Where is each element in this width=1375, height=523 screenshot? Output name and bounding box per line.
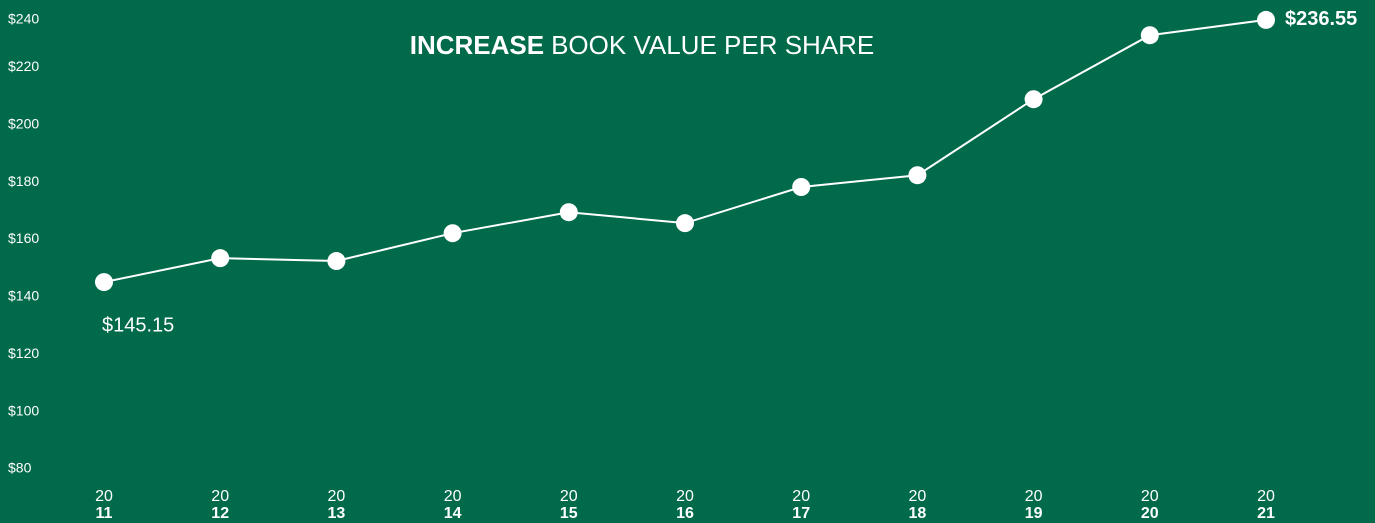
point [1024, 90, 1043, 109]
y-tick-label: $160 [8, 230, 39, 246]
value-label: $145.15 [102, 314, 174, 336]
y-tick-label: $140 [8, 288, 39, 304]
x-tick-label-top: 20 [792, 488, 810, 505]
chart-title: INCREASE BOOK VALUE PER SHARE [410, 30, 875, 60]
point [1257, 10, 1275, 29]
y-tick-label: $80 [8, 460, 32, 476]
x-tick-label-bottom: 16 [676, 505, 694, 522]
point [327, 252, 346, 271]
point [1140, 26, 1159, 45]
x-tick-label-top: 20 [1141, 488, 1159, 505]
point [908, 166, 927, 185]
x-tick-label-bottom: 14 [444, 505, 462, 522]
y-tick-label: $240 [8, 11, 39, 27]
title-rest: BOOK VALUE PER SHARE [551, 30, 874, 60]
value-label: $236.55 [1285, 8, 1357, 30]
point [211, 249, 230, 268]
x-tick-label-top: 20 [1257, 488, 1275, 505]
x-tick-label-bottom: 12 [211, 505, 229, 522]
title-bold: INCREASE [410, 30, 544, 60]
y-tick-label: $100 [8, 402, 39, 418]
x-tick-label-top: 20 [676, 488, 694, 505]
x-tick-label-top: 20 [1025, 488, 1043, 505]
y-tick-label: $180 [8, 173, 39, 189]
y-tick-label: $220 [8, 58, 39, 74]
x-tick-label-bottom: 21 [1257, 505, 1275, 522]
x-tick-label-top: 20 [444, 488, 462, 505]
x-tick-label-bottom: 15 [560, 505, 578, 522]
y-tick-label: $200 [8, 115, 39, 131]
point [792, 178, 811, 197]
x-tick-label-bottom: 19 [1025, 505, 1043, 522]
y-tick-label: $120 [8, 345, 39, 361]
point [559, 203, 578, 222]
point [443, 224, 462, 243]
point [676, 214, 694, 233]
x-tick-label-bottom: 18 [909, 505, 927, 522]
x-tick-label-top: 20 [560, 488, 578, 505]
point [95, 273, 113, 292]
x-tick-label-bottom: 20 [1141, 505, 1159, 522]
x-tick-label-bottom: 13 [328, 505, 346, 522]
x-tick-label-bottom: 11 [96, 505, 113, 522]
x-tick-label-top: 20 [211, 488, 229, 505]
x-tick-label-top: 20 [909, 488, 927, 505]
x-tick-label-bottom: 17 [792, 505, 810, 522]
x-tick-label-top: 20 [95, 488, 113, 505]
x-tick-label-top: 20 [328, 488, 346, 505]
